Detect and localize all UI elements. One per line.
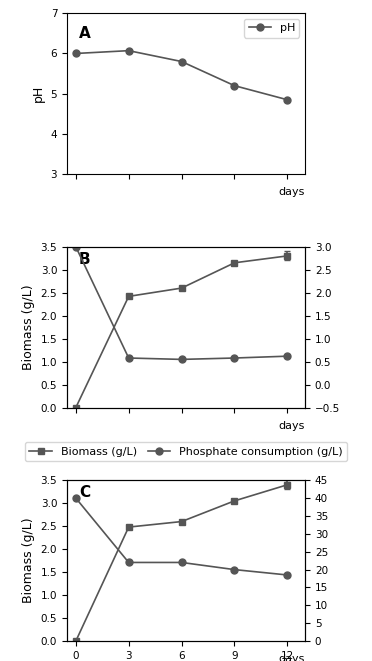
Text: A: A (79, 26, 91, 41)
Text: B: B (79, 252, 90, 266)
Text: C: C (79, 485, 90, 500)
Y-axis label: pH: pH (32, 85, 45, 102)
Legend: pH: pH (244, 19, 299, 38)
Legend: Biomass (g/L), Phosphate consumption (g/L): Biomass (g/L), Phosphate consumption (g/… (25, 442, 347, 461)
Y-axis label: Biomass (g/L): Biomass (g/L) (22, 284, 35, 370)
Y-axis label: Biomass (g/L): Biomass (g/L) (22, 518, 35, 603)
Text: days: days (279, 420, 305, 430)
Text: days: days (279, 187, 305, 197)
Text: days: days (279, 654, 305, 661)
